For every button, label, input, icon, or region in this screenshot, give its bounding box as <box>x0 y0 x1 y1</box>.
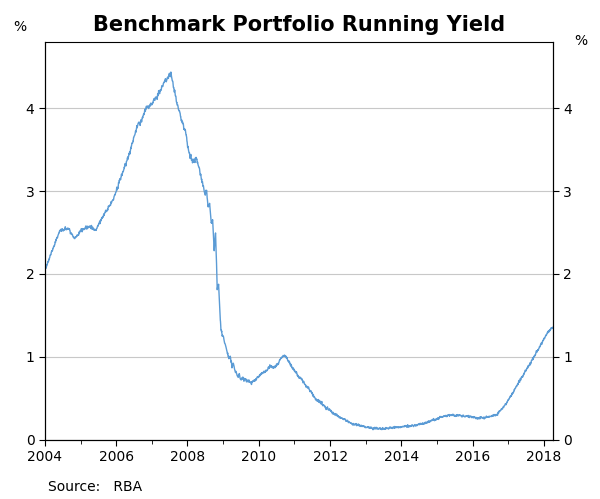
Text: Source:   RBA: Source: RBA <box>48 480 142 494</box>
Y-axis label: %: % <box>574 34 587 48</box>
Title: Benchmark Portfolio Running Yield: Benchmark Portfolio Running Yield <box>93 15 505 35</box>
Y-axis label: %: % <box>13 20 26 34</box>
